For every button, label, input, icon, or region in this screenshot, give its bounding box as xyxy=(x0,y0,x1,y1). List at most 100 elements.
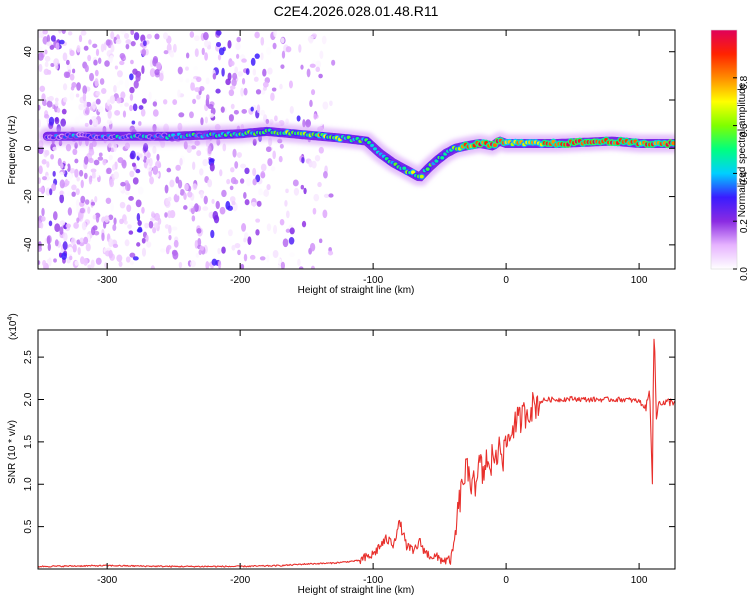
noise-speckle xyxy=(110,44,115,53)
noise-speckle xyxy=(154,69,160,76)
noise-speckle xyxy=(209,113,215,118)
noise-speckle xyxy=(199,85,205,92)
noise-speckle xyxy=(115,38,122,45)
noise-speckle xyxy=(237,71,244,77)
noise-speckle xyxy=(250,57,256,66)
noise-speckle xyxy=(281,50,286,59)
noise-speckle xyxy=(130,150,136,160)
colorbar-tick-label: 0.4 xyxy=(739,171,750,185)
noise-speckle xyxy=(87,54,92,62)
noise-speckle xyxy=(266,223,272,232)
noise-speckle xyxy=(200,117,204,126)
noise-speckle xyxy=(217,248,221,255)
noise-speckle xyxy=(117,157,124,164)
noise-speckle xyxy=(95,91,101,96)
noise-speckle xyxy=(195,76,202,83)
noise-speckle xyxy=(138,121,142,126)
noise-speckle xyxy=(65,223,71,229)
noise-speckle xyxy=(306,68,311,78)
noise-speckle xyxy=(205,77,210,85)
noise-speckle xyxy=(91,101,97,110)
noise-speckle xyxy=(65,143,72,152)
spectrogram-noise xyxy=(38,30,336,269)
noise-speckle xyxy=(260,36,265,46)
noise-speckle xyxy=(106,119,113,125)
spectrogram-x-axis: -300 -200 -100 0 100 xyxy=(97,30,648,286)
noise-speckle xyxy=(108,214,114,221)
noise-speckle xyxy=(243,192,247,199)
noise-speckle xyxy=(311,89,316,96)
noise-speckle xyxy=(260,109,266,116)
noise-speckle xyxy=(71,184,77,191)
noise-speckle xyxy=(89,119,93,126)
noise-speckle xyxy=(220,106,225,113)
noise-speckle xyxy=(270,166,276,172)
noise-speckle xyxy=(247,236,252,245)
snr-xtick-label: -200 xyxy=(230,575,250,586)
noise-speckle xyxy=(101,232,105,242)
noise-speckle xyxy=(78,113,84,120)
noise-speckle xyxy=(274,115,278,122)
noise-speckle xyxy=(217,260,222,269)
noise-speckle xyxy=(177,89,181,98)
noise-speckle xyxy=(129,252,136,258)
noise-speckle xyxy=(294,240,301,246)
noise-speckle xyxy=(196,94,201,100)
noise-speckle xyxy=(83,204,88,210)
noise-speckle xyxy=(112,164,116,171)
noise-speckle xyxy=(322,101,329,110)
noise-speckle xyxy=(228,89,235,97)
noise-speckle xyxy=(207,104,214,110)
noise-speckle xyxy=(93,159,100,166)
noise-speckle xyxy=(41,93,46,101)
noise-speckle xyxy=(305,119,312,128)
spectrogram-ylabel: Frequency (Hz) xyxy=(7,116,18,185)
noise-speckle xyxy=(150,217,156,222)
noise-speckle xyxy=(46,258,52,264)
noise-speckle xyxy=(145,234,149,242)
noise-speckle xyxy=(309,242,316,252)
noise-speckle xyxy=(194,87,201,93)
noise-speckle xyxy=(39,85,46,92)
noise-speckle xyxy=(107,110,112,119)
ridge-cell xyxy=(440,156,445,160)
noise-speckle xyxy=(40,185,45,195)
noise-speckle xyxy=(129,93,134,101)
noise-speckle xyxy=(285,188,289,194)
noise-speckle xyxy=(60,118,67,127)
noise-speckle xyxy=(207,145,212,155)
noise-speckle xyxy=(59,220,66,226)
noise-speckle xyxy=(210,229,215,239)
noise-speckle xyxy=(49,188,53,196)
noise-speckle xyxy=(250,106,254,112)
noise-speckle xyxy=(218,47,225,56)
noise-speckle xyxy=(292,179,299,187)
noise-speckle xyxy=(40,222,44,229)
colorbar-gradient xyxy=(711,30,737,269)
noise-speckle xyxy=(331,59,336,66)
snr-xtick-label: 100 xyxy=(631,575,648,586)
noise-speckle xyxy=(44,49,48,55)
spectrogram-xlabel: Height of straight line (km) xyxy=(298,285,415,296)
noise-speckle xyxy=(285,210,290,219)
noise-speckle xyxy=(303,187,307,195)
noise-speckle xyxy=(137,220,142,226)
noise-speckle xyxy=(315,66,321,72)
noise-speckle xyxy=(229,185,234,191)
noise-speckle xyxy=(205,260,210,269)
noise-speckle xyxy=(232,148,237,158)
snr-scale-exponent: 4 xyxy=(7,317,14,321)
snr-xtick-label: 0 xyxy=(503,575,509,586)
noise-speckle xyxy=(302,119,306,128)
noise-speckle xyxy=(240,263,245,269)
noise-speckle xyxy=(52,170,56,177)
noise-speckle xyxy=(285,46,292,53)
noise-speckle xyxy=(129,73,134,81)
noise-speckle xyxy=(236,36,242,43)
noise-speckle xyxy=(186,145,192,153)
noise-speckle xyxy=(130,41,136,47)
noise-speckle xyxy=(125,43,130,50)
noise-speckle xyxy=(309,63,316,68)
noise-speckle xyxy=(267,67,273,75)
noise-speckle xyxy=(125,39,132,45)
